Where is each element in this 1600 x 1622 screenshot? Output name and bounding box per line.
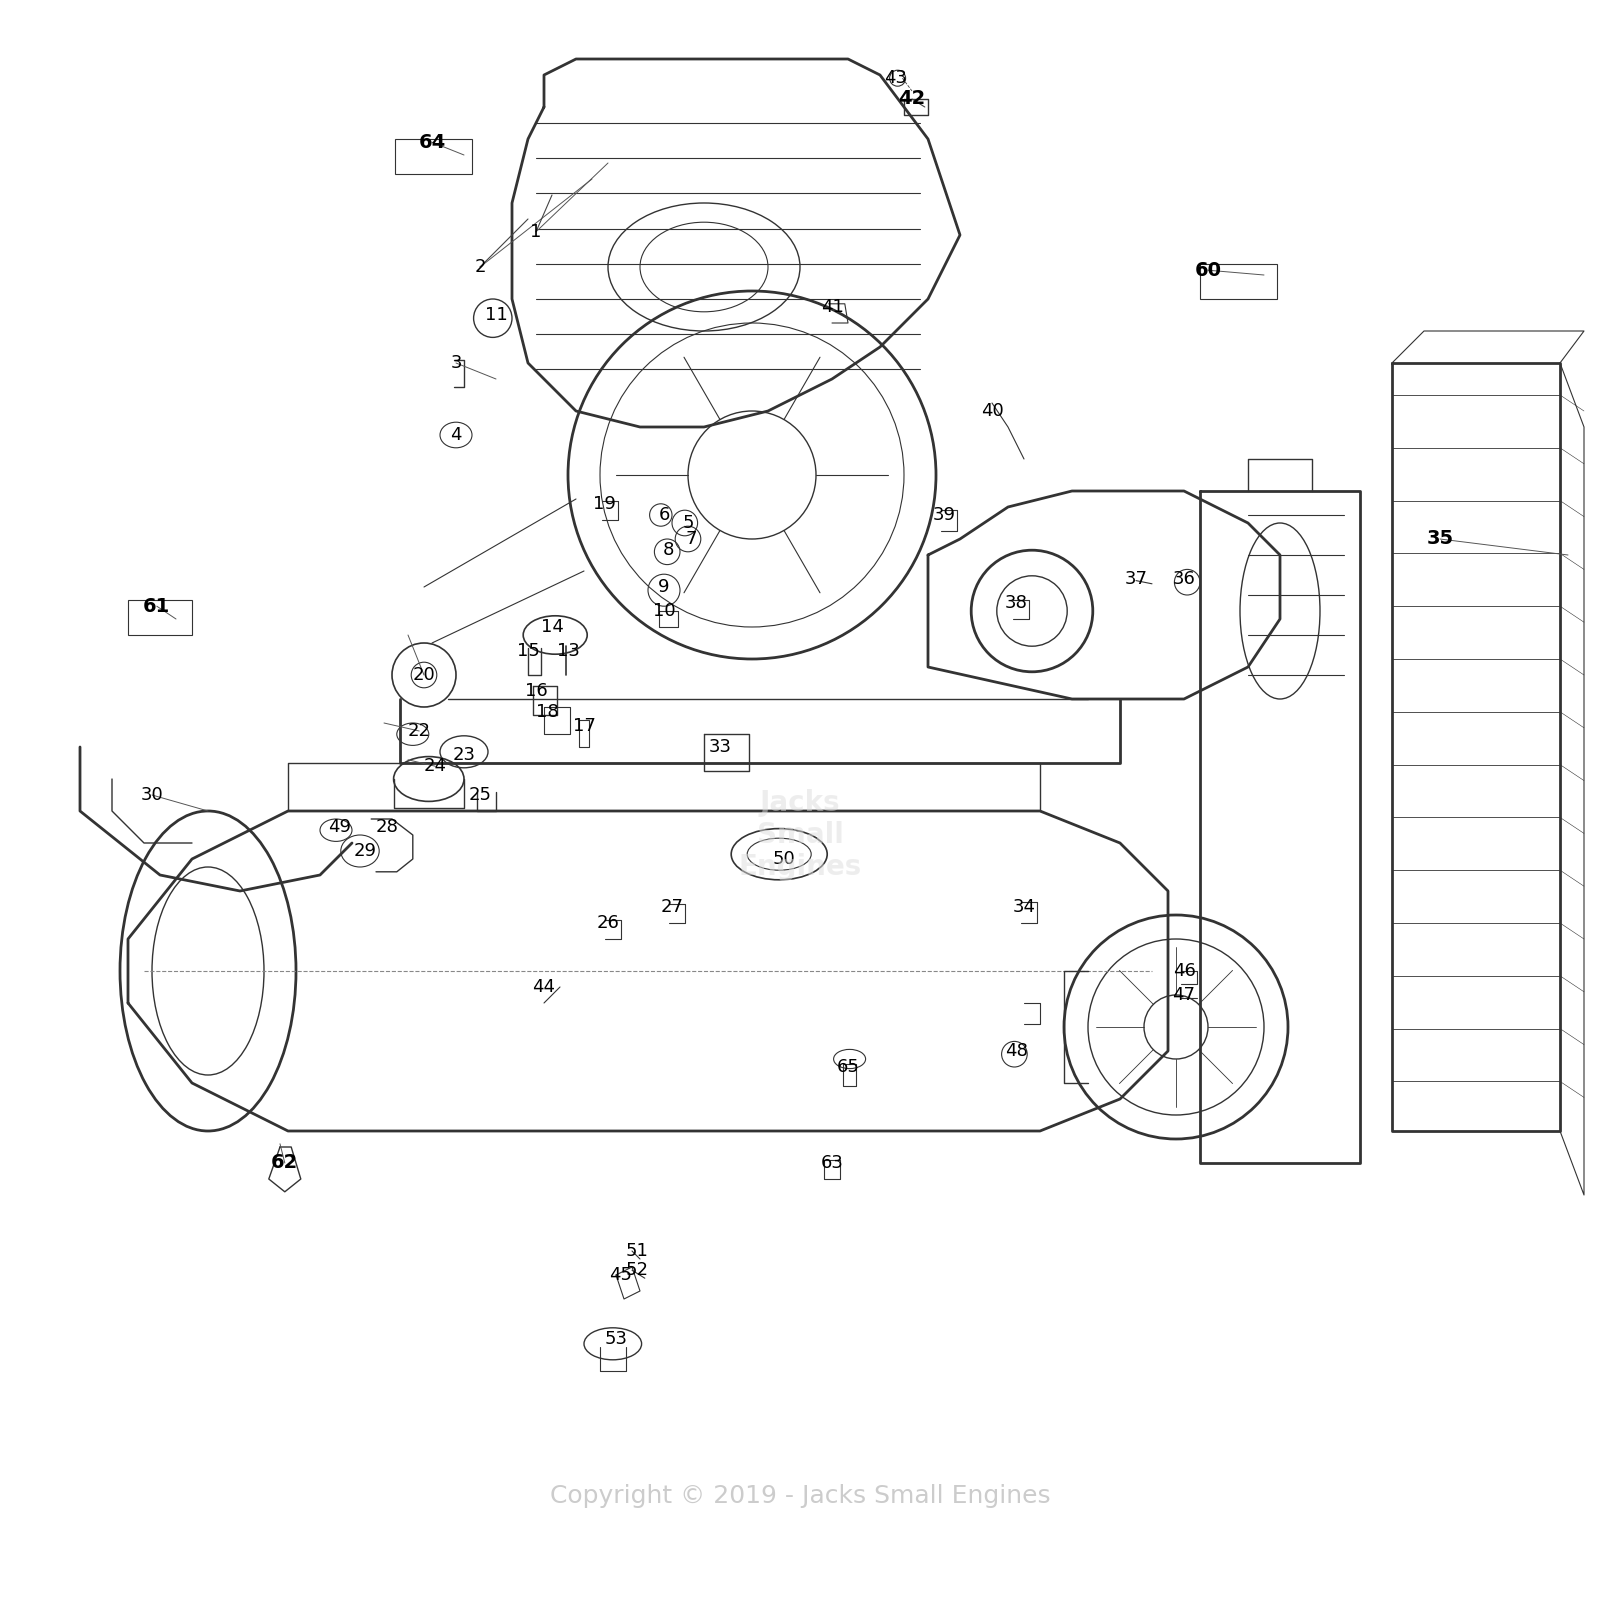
Text: 47: 47 bbox=[1173, 986, 1195, 1004]
Text: 44: 44 bbox=[533, 978, 555, 996]
Text: 6: 6 bbox=[658, 506, 670, 524]
Text: 29: 29 bbox=[354, 842, 376, 860]
Bar bbox=[128, 600, 192, 634]
Text: 46: 46 bbox=[1173, 962, 1195, 980]
Text: 9: 9 bbox=[658, 577, 670, 595]
Text: 24: 24 bbox=[424, 757, 446, 775]
Text: 18: 18 bbox=[536, 702, 558, 720]
Bar bbox=[395, 139, 472, 174]
Text: 27: 27 bbox=[661, 899, 683, 916]
Text: 43: 43 bbox=[885, 70, 907, 88]
Text: 30: 30 bbox=[141, 787, 163, 805]
Text: 36: 36 bbox=[1173, 569, 1195, 589]
Text: 40: 40 bbox=[981, 402, 1003, 420]
Text: 8: 8 bbox=[662, 542, 675, 560]
Text: 19: 19 bbox=[594, 495, 616, 513]
Text: 28: 28 bbox=[376, 817, 398, 835]
Text: 16: 16 bbox=[525, 681, 547, 701]
Text: Jacks
Small
Engines: Jacks Small Engines bbox=[738, 788, 862, 881]
Text: 62: 62 bbox=[270, 1153, 299, 1173]
Text: 22: 22 bbox=[408, 722, 430, 740]
Text: 1: 1 bbox=[530, 222, 542, 240]
Text: 17: 17 bbox=[573, 717, 595, 735]
Text: 33: 33 bbox=[709, 738, 731, 756]
Text: 25: 25 bbox=[469, 787, 491, 805]
Text: 7: 7 bbox=[685, 530, 698, 548]
Text: 26: 26 bbox=[597, 915, 619, 933]
Text: 34: 34 bbox=[1013, 899, 1035, 916]
Bar bbox=[1200, 264, 1277, 298]
Text: 37: 37 bbox=[1125, 569, 1147, 589]
Text: 64: 64 bbox=[418, 133, 446, 152]
Text: 49: 49 bbox=[328, 817, 350, 835]
Text: 20: 20 bbox=[413, 667, 435, 684]
Text: 15: 15 bbox=[517, 642, 539, 660]
Text: 42: 42 bbox=[898, 89, 926, 109]
Text: 50: 50 bbox=[773, 850, 795, 868]
Text: 2: 2 bbox=[474, 258, 486, 276]
Text: 63: 63 bbox=[821, 1153, 843, 1173]
Text: 4: 4 bbox=[450, 427, 462, 444]
Text: 45: 45 bbox=[610, 1267, 632, 1285]
Text: 14: 14 bbox=[541, 618, 563, 636]
Text: 53: 53 bbox=[605, 1330, 627, 1348]
Text: 65: 65 bbox=[837, 1058, 859, 1075]
Text: 41: 41 bbox=[821, 298, 843, 316]
Text: 39: 39 bbox=[933, 506, 955, 524]
Text: 60: 60 bbox=[1195, 261, 1221, 279]
Text: 3: 3 bbox=[450, 354, 462, 371]
Text: 13: 13 bbox=[557, 642, 579, 660]
Text: 5: 5 bbox=[682, 514, 694, 532]
Text: 38: 38 bbox=[1005, 594, 1027, 611]
Text: 51: 51 bbox=[626, 1242, 648, 1260]
Text: Copyright © 2019 - Jacks Small Engines: Copyright © 2019 - Jacks Small Engines bbox=[550, 1484, 1050, 1508]
Text: 48: 48 bbox=[1005, 1041, 1027, 1061]
Text: 61: 61 bbox=[142, 597, 171, 616]
Text: 23: 23 bbox=[453, 746, 475, 764]
Text: 52: 52 bbox=[626, 1262, 648, 1280]
Text: 11: 11 bbox=[485, 307, 507, 324]
Text: 10: 10 bbox=[653, 602, 675, 620]
Text: 35: 35 bbox=[1427, 529, 1453, 548]
